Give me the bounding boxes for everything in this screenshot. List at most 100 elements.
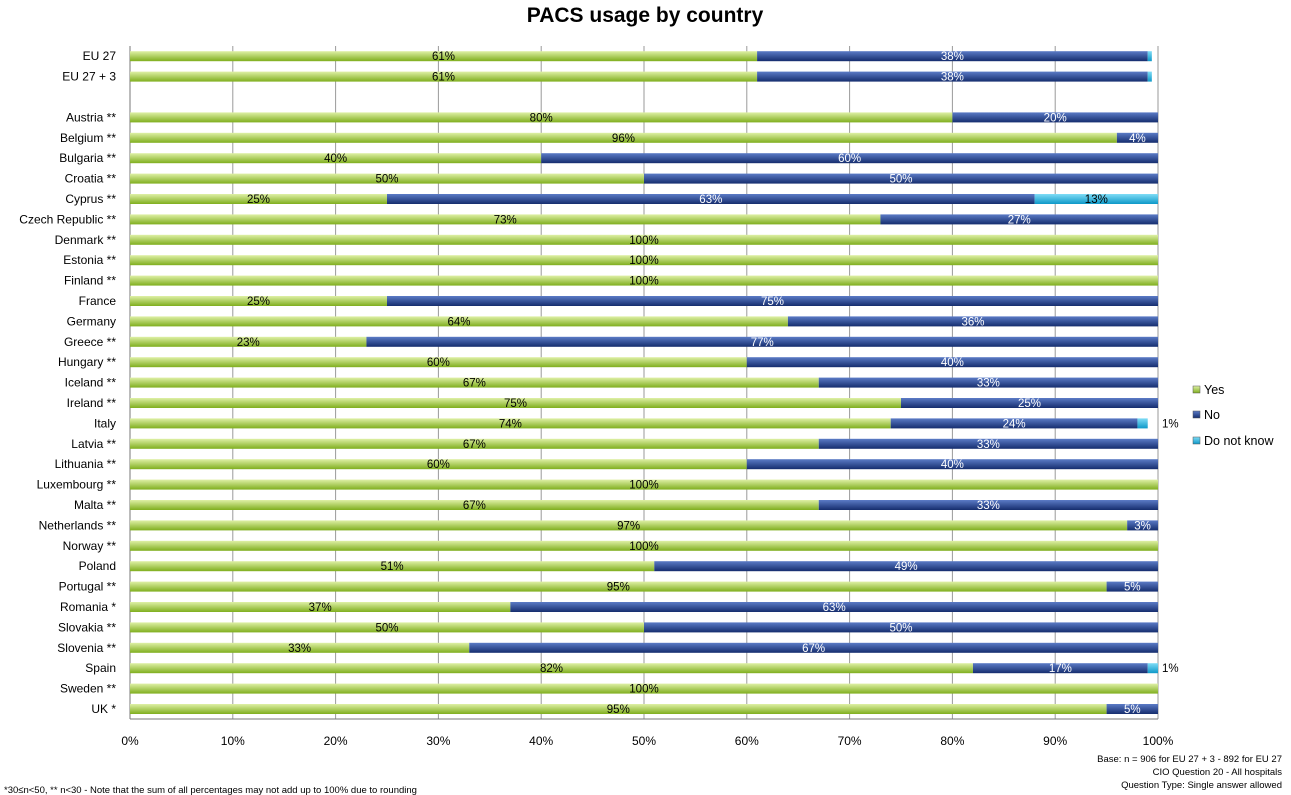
bar-yes — [130, 51, 758, 62]
bar-yes — [130, 71, 758, 82]
legend-label-yes: Yes — [1204, 383, 1224, 397]
data-label-no: 67% — [802, 643, 825, 655]
data-label-yes: 61% — [432, 51, 455, 63]
data-label-no: 25% — [1018, 398, 1041, 410]
data-label-no: 40% — [941, 357, 964, 369]
data-label-no: 33% — [977, 500, 1000, 512]
data-label-yes: 51% — [381, 561, 404, 573]
bar-no — [510, 602, 1158, 612]
chart-title: PACS usage by country — [527, 4, 764, 27]
bar-yes — [130, 663, 973, 674]
base-note-line3: Question Type: Single answer allowed — [1121, 780, 1282, 791]
footnote: *30≤n<50, ** n<30 - Note that the sum of… — [4, 785, 417, 795]
bar-yes — [130, 581, 1107, 592]
bar-no — [469, 642, 1158, 653]
x-axis-tick-labels: 0% 10% 20% 30% 40% 50% 60% 70% 80% 90% 100% — [121, 734, 1173, 748]
bar-yes — [130, 132, 1117, 143]
data-label-no: 24% — [1003, 418, 1026, 430]
data-label-no: 27% — [1008, 214, 1031, 226]
category-labels: EU 27 EU 27 + 3 Austria ** Belgium ** Bulgar… — [19, 49, 116, 716]
category-label: Slovenia ** — [57, 641, 116, 655]
category-label: Iceland ** — [65, 376, 117, 390]
bar-no — [1127, 520, 1158, 531]
bar-yes — [130, 479, 1158, 490]
category-label: Romania * — [60, 600, 116, 614]
category-label: Italy — [94, 416, 116, 430]
data-label-no: 50% — [889, 174, 912, 186]
x-tick-label: 50% — [632, 734, 656, 748]
bar-no — [644, 622, 1158, 633]
data-label-no: 40% — [941, 459, 964, 471]
data-labels: 61% 38% 61% 38% 80% 20% 96% 4% 40% 60% 50% 50% 25% 63… — [237, 51, 1179, 716]
data-label-yes: 50% — [375, 622, 398, 634]
bar-yes — [130, 642, 470, 653]
data-label-yes: 61% — [432, 72, 455, 84]
data-label-yes: 100% — [629, 255, 658, 267]
category-label: Malta ** — [74, 498, 116, 512]
bar-yes — [130, 214, 881, 225]
data-label-no: 60% — [838, 153, 861, 165]
data-label-yes: 67% — [463, 500, 486, 512]
bar-yes — [130, 255, 1158, 266]
bar-yes — [130, 296, 387, 306]
bars — [130, 51, 1158, 714]
category-label: Lithuania ** — [55, 457, 117, 471]
data-label-yes: 97% — [617, 520, 640, 532]
bar-yes — [130, 418, 891, 429]
category-label: UK * — [91, 702, 116, 716]
data-label-no: 36% — [961, 316, 984, 328]
bar-no — [366, 336, 1158, 347]
bar-yes — [130, 153, 542, 164]
data-label-no: 20% — [1044, 112, 1067, 124]
data-label-do-not-know: 1% — [1162, 418, 1179, 430]
legend-label-do-not-know: Do not know — [1204, 434, 1274, 448]
bar-yes — [130, 357, 747, 368]
bar-no — [818, 438, 1158, 449]
category-label: Hungary ** — [58, 355, 116, 369]
category-label: Ireland ** — [67, 396, 117, 410]
data-label-yes: 82% — [540, 663, 563, 675]
data-label-yes: 67% — [463, 439, 486, 451]
bar-yes — [130, 398, 901, 408]
data-label-yes: 64% — [447, 316, 470, 328]
data-label-yes: 80% — [530, 112, 553, 124]
bar-yes — [130, 683, 1158, 694]
data-label-yes: 40% — [324, 153, 347, 165]
bar-no — [746, 357, 1158, 368]
category-label: Bulgaria ** — [59, 151, 116, 165]
bar-no — [901, 398, 1158, 408]
category-label: Germany — [67, 314, 116, 328]
data-label-yes: 33% — [288, 643, 311, 655]
bar-no — [818, 377, 1158, 388]
data-label-yes: 50% — [375, 174, 398, 186]
bar-no — [787, 316, 1158, 327]
bar-no — [746, 459, 1158, 470]
data-label-no: 4% — [1129, 133, 1146, 145]
data-label-yes: 100% — [629, 541, 658, 553]
x-tick-label: 20% — [324, 734, 348, 748]
bar-yes — [130, 540, 1158, 551]
data-label-do-not-know: 13% — [1085, 194, 1108, 206]
x-tick-label: 40% — [529, 734, 553, 748]
bar-do-not-know — [1147, 51, 1152, 62]
data-label-yes: 25% — [247, 194, 270, 206]
legend-swatch-do-not-know — [1192, 436, 1201, 445]
bar-do-not-know — [1034, 194, 1158, 204]
category-label: Netherlands ** — [39, 518, 117, 532]
data-label-yes: 60% — [427, 459, 450, 471]
category-label: Latvia ** — [71, 437, 116, 451]
base-note-line2: CIO Question 20 - All hospitals — [1153, 767, 1283, 778]
data-label-no: 63% — [699, 194, 722, 206]
x-tick-label: 10% — [221, 734, 245, 748]
bar-yes — [130, 520, 1128, 531]
bar-no — [880, 214, 1158, 225]
data-label-yes: 73% — [494, 214, 517, 226]
data-label-no: 3% — [1134, 520, 1151, 532]
bar-no — [541, 153, 1158, 164]
bar-yes — [130, 704, 1107, 714]
category-label: Sweden ** — [60, 682, 116, 696]
bar-yes — [130, 194, 387, 204]
data-label-no: 5% — [1124, 704, 1141, 716]
bar-no — [1116, 132, 1158, 143]
x-tick-label: 80% — [940, 734, 964, 748]
